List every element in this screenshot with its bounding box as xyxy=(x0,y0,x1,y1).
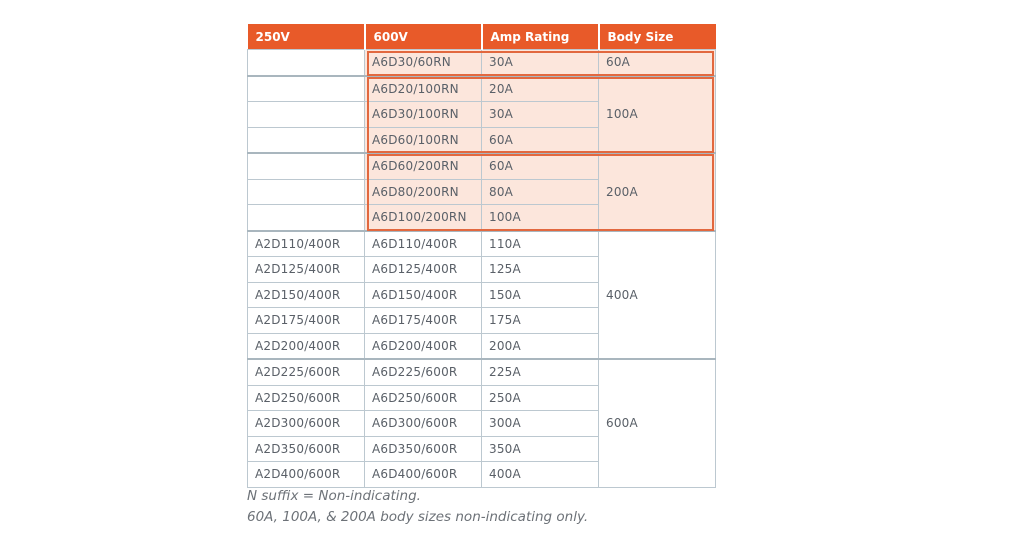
cell-250v xyxy=(247,49,365,76)
table-row: A6D30/100RN 30A xyxy=(247,101,716,128)
table-row: A2D250/600R A6D250/600R 250A xyxy=(247,384,716,411)
cell-amp-rating: 30A xyxy=(481,101,599,128)
cell-250v: A2D200/400R xyxy=(247,332,365,360)
table-row: A2D300/600R A6D300/600R 300A xyxy=(247,410,716,437)
cell-amp-rating: 100A xyxy=(481,204,599,231)
table-row: A2D200/400R A6D200/400R 200A xyxy=(247,332,716,360)
cell-600v: A6D30/100RN xyxy=(364,101,482,128)
cell-600v: A6D60/200RN xyxy=(364,152,482,180)
cell-250v: A2D250/600R xyxy=(247,384,365,411)
cell-amp-rating: 200A xyxy=(481,332,599,360)
cell-body-size: 400A xyxy=(598,229,716,360)
cell-amp-rating: 20A xyxy=(481,74,599,102)
cell-250v: A2D400/600R xyxy=(247,461,365,488)
cell-250v: A2D350/600R xyxy=(247,435,365,462)
cell-250v xyxy=(247,74,365,102)
table-row: A6D30/60RN 30A 60A xyxy=(247,49,716,76)
cell-600v: A6D250/600R xyxy=(364,384,482,411)
cell-600v: A6D200/400R xyxy=(364,332,482,360)
cell-body-size: 100A xyxy=(598,74,716,154)
cell-600v: A6D350/600R xyxy=(364,435,482,462)
header-body-size: Body Size xyxy=(598,24,716,50)
cell-body-size: 60A xyxy=(598,49,716,76)
cell-amp-rating: 175A xyxy=(481,307,599,334)
cell-250v: A2D175/400R xyxy=(247,307,365,334)
cell-body-size: 200A xyxy=(598,152,716,231)
cell-250v: A2D150/400R xyxy=(247,281,365,308)
table-row: A2D125/400R A6D125/400R 125A xyxy=(247,256,716,283)
cell-600v: A6D100/200RN xyxy=(364,204,482,231)
fuse-spec-table: 250V 600V Amp Rating Body Size A6D30/60R… xyxy=(247,24,716,488)
cell-600v: A6D400/600R xyxy=(364,461,482,488)
cell-600v: A6D20/100RN xyxy=(364,74,482,102)
cell-600v: A6D30/60RN xyxy=(364,49,482,76)
header-row: 250V 600V Amp Rating Body Size xyxy=(247,24,716,50)
cell-250v: A2D125/400R xyxy=(247,256,365,283)
cell-600v: A6D225/600R xyxy=(364,358,482,386)
table-row: A2D350/600R A6D350/600R 350A xyxy=(247,435,716,462)
cell-250v: A2D300/600R xyxy=(247,410,365,437)
cell-250v xyxy=(247,126,365,154)
cell-amp-rating: 300A xyxy=(481,410,599,437)
cell-250v xyxy=(247,152,365,180)
table-row: A2D225/600R A6D225/600R 225A 600A xyxy=(247,358,716,488)
header-600v: 600V xyxy=(364,24,483,50)
table-row: A2D110/400R A6D110/400R 110A 400A xyxy=(247,229,716,360)
cell-250v xyxy=(247,204,365,231)
cell-amp-rating: 110A xyxy=(481,229,599,257)
cell-body-size: 600A xyxy=(598,358,716,488)
table-row: A6D80/200RN 80A xyxy=(247,178,716,205)
cell-amp-rating: 250A xyxy=(481,384,599,411)
cell-amp-rating: 400A xyxy=(481,461,599,488)
table-row: A2D175/400R A6D175/400R 175A xyxy=(247,307,716,334)
header-amp-rating: Amp Rating xyxy=(481,24,600,50)
cell-600v: A6D80/200RN xyxy=(364,178,482,205)
cell-600v: A6D125/400R xyxy=(364,256,482,283)
table-row: A6D20/100RN 20A 100A xyxy=(247,74,716,154)
cell-600v: A6D175/400R xyxy=(364,307,482,334)
cell-250v: A2D225/600R xyxy=(247,358,365,386)
cell-amp-rating: 60A xyxy=(481,126,599,154)
table-row: A2D400/600R A6D400/600R 400A xyxy=(247,461,716,488)
note-body-sizes: 60A, 100A, & 200A body sizes non-indicat… xyxy=(247,509,589,525)
cell-amp-rating: 80A xyxy=(481,178,599,205)
cell-250v: A2D110/400R xyxy=(247,229,365,257)
cell-250v xyxy=(247,101,365,128)
table-row: A2D150/400R A6D150/400R 150A xyxy=(247,281,716,308)
cell-600v: A6D110/400R xyxy=(364,229,482,257)
cell-250v xyxy=(247,178,365,205)
cell-amp-rating: 150A xyxy=(481,281,599,308)
cell-amp-rating: 30A xyxy=(481,49,599,76)
cell-600v: A6D150/400R xyxy=(364,281,482,308)
cell-amp-rating: 225A xyxy=(481,358,599,386)
cell-amp-rating: 60A xyxy=(481,152,599,180)
table-row: A6D60/200RN 60A 200A xyxy=(247,152,716,231)
note-suffix: N suffix = Non-indicating. xyxy=(247,488,421,504)
cell-600v: A6D60/100RN xyxy=(364,126,482,154)
cell-amp-rating: 350A xyxy=(481,435,599,462)
cell-amp-rating: 125A xyxy=(481,256,599,283)
cell-600v: A6D300/600R xyxy=(364,410,482,437)
header-250v: 250V xyxy=(247,24,366,50)
